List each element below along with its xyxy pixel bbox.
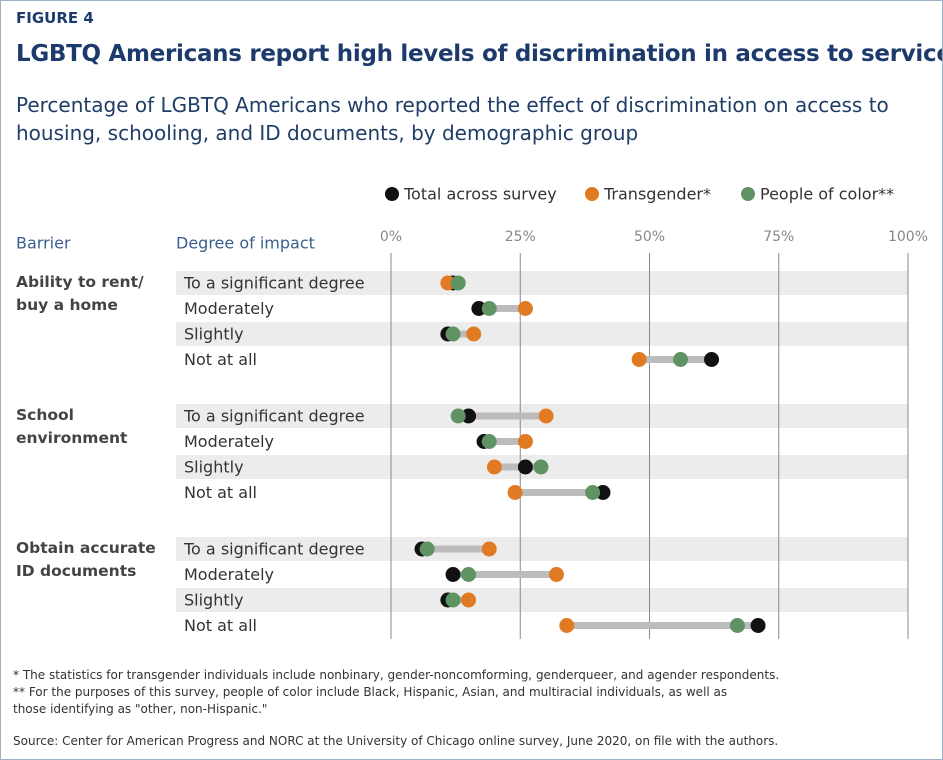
dot (445, 326, 461, 342)
x-tick-label: 75% (763, 229, 794, 245)
dot (471, 301, 487, 316)
dot (673, 352, 689, 367)
legend-marker (741, 187, 755, 201)
footnote: Source: Center for American Progress and… (13, 734, 779, 748)
x-tick-label: 100% (888, 229, 928, 245)
group-label: School environment (16, 406, 128, 447)
chart-subtitle: Percentage of LGBTQ Americans who report… (16, 93, 889, 145)
dot (548, 567, 564, 582)
dot (419, 541, 435, 557)
legend-marker (385, 187, 399, 201)
chart-title: LGBTQ Americans report high levels of di… (16, 41, 943, 67)
row-label: Slightly (184, 458, 244, 477)
dot (595, 485, 611, 500)
row-label: Slightly (184, 591, 244, 610)
dot (533, 459, 549, 475)
dot (481, 541, 497, 557)
footnote: * The statistics for transgender individ… (13, 668, 780, 682)
dot (481, 301, 497, 316)
dot (559, 618, 575, 633)
dot (461, 592, 477, 608)
dot (729, 618, 745, 633)
dot (445, 592, 461, 608)
dot (750, 618, 766, 633)
dot (507, 485, 523, 500)
row-label: Moderately (184, 565, 274, 584)
dot (450, 408, 466, 424)
row-band (176, 322, 908, 346)
row-label: To a significant degree (183, 407, 365, 426)
legend-label: People of color** (760, 185, 894, 204)
row-band (176, 588, 908, 612)
dot (517, 434, 533, 449)
dot (466, 326, 482, 342)
dot (517, 301, 533, 316)
dot (481, 434, 497, 449)
legend-label: Total across survey (403, 185, 557, 204)
dot (517, 459, 533, 475)
legend-marker (585, 187, 599, 201)
dot (445, 567, 461, 582)
dot (538, 408, 554, 424)
dot (704, 352, 720, 367)
figure-label: FIGURE 4 (16, 9, 94, 27)
row-label: Not at all (184, 350, 257, 369)
dot (440, 275, 456, 291)
row-label: Not at all (184, 616, 257, 635)
group-label: Ability to rent/ buy a home (16, 273, 144, 314)
row-label: To a significant degree (183, 274, 365, 293)
column-header: Degree of impact (176, 234, 315, 253)
dot (461, 408, 477, 424)
row-band (176, 537, 908, 561)
group-label: Obtain accurate ID documents (16, 539, 156, 580)
x-tick-label: 25% (505, 229, 536, 245)
x-tick-label: 0% (380, 229, 402, 245)
row-label: Moderately (184, 432, 274, 451)
row-label: To a significant degree (183, 540, 365, 559)
row-label: Not at all (184, 483, 257, 502)
footnote: ** For the purposes of this survey, peop… (13, 685, 728, 716)
column-header: Barrier (16, 234, 71, 253)
dot (450, 275, 466, 291)
row-label: Slightly (184, 325, 244, 344)
dot (486, 459, 502, 475)
dot (461, 567, 477, 582)
dot (631, 352, 647, 367)
x-tick-label: 50% (634, 229, 665, 245)
dot (585, 485, 601, 500)
row-band (176, 271, 908, 295)
row-label: Moderately (184, 299, 274, 318)
legend-label: Transgender* (603, 185, 711, 204)
